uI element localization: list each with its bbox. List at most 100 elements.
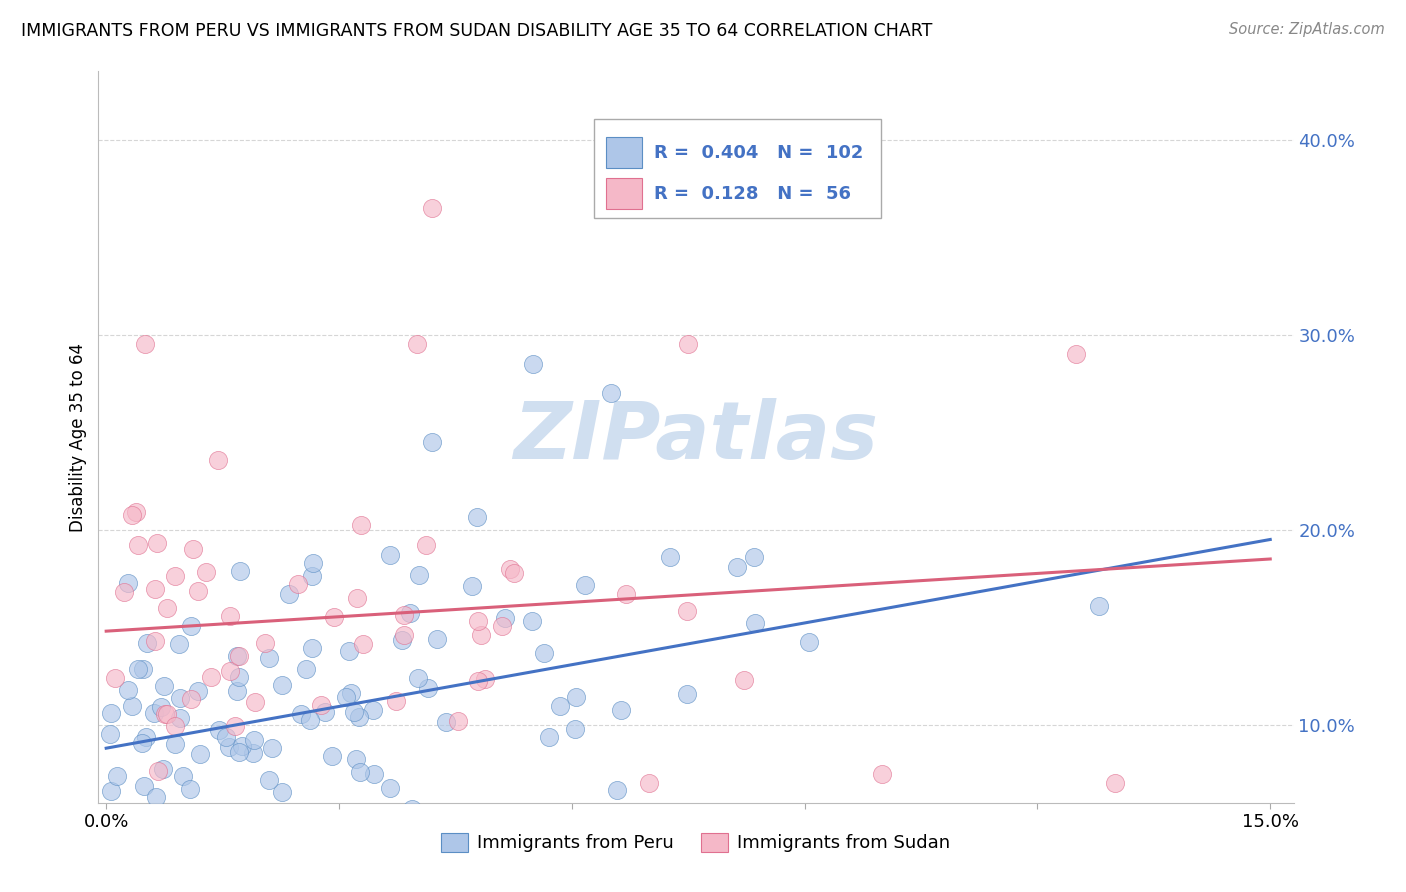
Point [405, 337, 427, 351]
Point [153, 706, 176, 721]
Point [533, 647, 555, 661]
Point [337, 644, 360, 658]
Point [271, 785, 294, 799]
Point [257, 772, 280, 787]
Point [301, 641, 323, 656]
Point [392, 627, 415, 641]
Point [187, 683, 209, 698]
Point [344, 752, 367, 766]
Point [155, 601, 177, 615]
Point [229, 805, 252, 820]
Point [335, 690, 357, 705]
Point [491, 619, 513, 633]
Point [548, 698, 571, 713]
Point [163, 719, 186, 733]
Point [100, 706, 122, 721]
Point [184, 805, 207, 820]
Point [676, 604, 699, 618]
Point [121, 508, 143, 523]
Point [228, 670, 250, 684]
Point [131, 736, 153, 750]
Point [179, 782, 201, 797]
Point [398, 606, 420, 620]
Point [614, 586, 637, 600]
Point [218, 739, 240, 754]
Point [135, 636, 157, 650]
Point [180, 692, 202, 706]
Point [311, 698, 333, 713]
Point [226, 648, 249, 663]
Point [610, 703, 633, 717]
Point [434, 715, 457, 730]
Point [301, 569, 323, 583]
Point [231, 739, 253, 754]
Point [243, 695, 266, 709]
Point [229, 564, 252, 578]
Point [270, 677, 292, 691]
Point [135, 731, 157, 745]
Point [363, 703, 385, 717]
Point [346, 591, 368, 605]
Point [104, 671, 127, 685]
Point [299, 713, 322, 727]
Point [146, 536, 169, 550]
Point [156, 707, 179, 722]
Point [1088, 599, 1111, 613]
Point [181, 541, 204, 556]
Point [391, 632, 413, 647]
Point [349, 764, 371, 779]
FancyBboxPatch shape [606, 137, 643, 168]
Point [408, 568, 430, 582]
Point [290, 707, 312, 722]
Text: Source: ZipAtlas.com: Source: ZipAtlas.com [1229, 22, 1385, 37]
Point [169, 711, 191, 725]
Point [676, 687, 699, 701]
Text: IMMIGRANTS FROM PERU VS IMMIGRANTS FROM SUDAN DISABILITY AGE 35 TO 64 CORRELATIO: IMMIGRANTS FROM PERU VS IMMIGRANTS FROM … [21, 22, 932, 40]
FancyBboxPatch shape [606, 178, 643, 209]
Point [167, 637, 190, 651]
Point [127, 538, 149, 552]
Point [134, 780, 156, 794]
Point [172, 769, 194, 783]
Point [474, 672, 496, 686]
Point [350, 517, 373, 532]
Point [461, 579, 484, 593]
Point [287, 577, 309, 591]
Legend: Immigrants from Peru, Immigrants from Sudan: Immigrants from Peru, Immigrants from Su… [434, 826, 957, 860]
Point [467, 673, 489, 688]
Text: ZIPatlas: ZIPatlas [513, 398, 879, 476]
Point [143, 706, 166, 721]
Point [219, 609, 242, 624]
Point [228, 648, 250, 663]
Point [187, 584, 209, 599]
Point [870, 766, 893, 780]
Point [214, 730, 236, 744]
Point [418, 681, 440, 696]
Point [163, 568, 186, 582]
Point [180, 619, 202, 633]
Point [733, 673, 755, 688]
Point [105, 769, 128, 783]
Point [522, 357, 544, 371]
Point [470, 628, 492, 642]
Point [228, 745, 250, 759]
Point [242, 746, 264, 760]
Point [218, 805, 240, 820]
Point [352, 637, 374, 651]
Point [112, 585, 135, 599]
Point [149, 699, 172, 714]
Point [340, 686, 363, 700]
Point [207, 723, 229, 738]
Point [574, 578, 596, 592]
Point [502, 566, 524, 581]
Point [347, 710, 370, 724]
Point [380, 548, 402, 562]
Point [152, 762, 174, 776]
Point [294, 662, 316, 676]
Point [392, 608, 415, 623]
Point [564, 722, 586, 736]
Point [538, 730, 561, 744]
Point [98, 726, 121, 740]
Point [127, 662, 149, 676]
Point [143, 633, 166, 648]
